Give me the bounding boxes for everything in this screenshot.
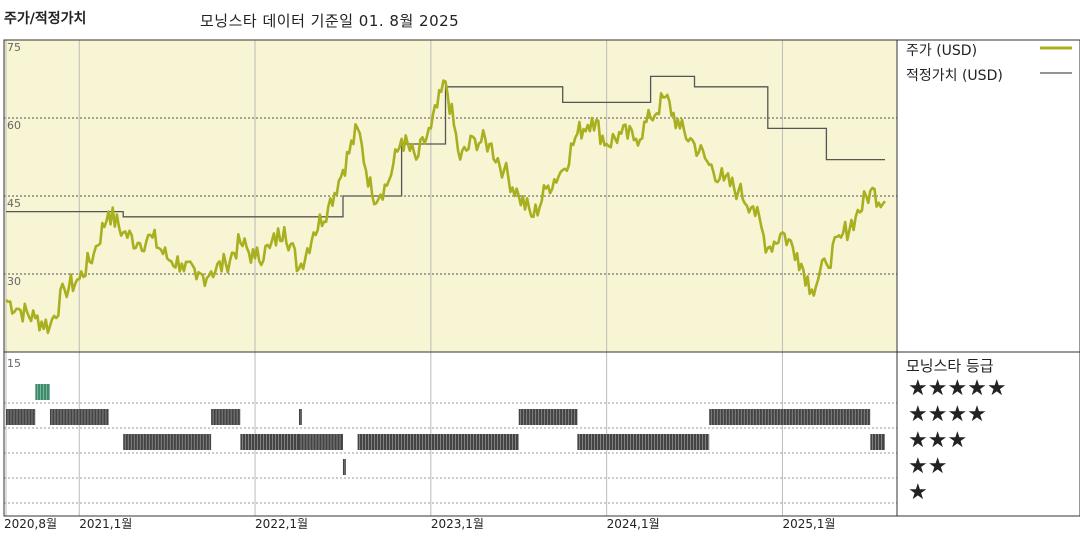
rating-segment-bar — [709, 409, 871, 425]
rating-segment-bar — [299, 434, 343, 450]
legend-4-stars: ★★★★ — [908, 402, 987, 427]
rating-segment-bar — [577, 434, 710, 450]
rating-segment-4-star — [299, 409, 302, 425]
legend-1-star: ★ — [908, 480, 928, 505]
rating-segment-4-star — [709, 409, 871, 425]
chart-frame — [3, 39, 1080, 517]
data-date-caption: 모닝스타 데이터 기준일 01. 8월 2025 — [200, 12, 460, 30]
rating-axis-label: 15 — [7, 357, 21, 370]
rating-segment-3-star — [577, 434, 710, 450]
legend-3-stars: ★★★ — [908, 428, 968, 453]
rating-segment-bar — [357, 434, 519, 450]
rating-segment-2-star — [342, 459, 346, 475]
x-tick-label: 2025,1월 — [782, 517, 835, 531]
rating-segment-4-star — [518, 409, 578, 425]
rating-segment-4-star — [211, 409, 241, 425]
x-tick-label: 2024,1월 — [607, 517, 660, 531]
fair-value-series-line — [6, 75, 885, 218]
rating-segment-5-star — [35, 384, 50, 400]
x-axis-tick-labels: 2020,8월 2021,1월 2022,1월 2023,1월 2024,1월 2025,… — [4, 517, 835, 531]
x-tick-label: 2020,8월 — [4, 517, 57, 531]
y-tick-label: 75 — [7, 41, 21, 54]
y-tick-label: 30 — [7, 275, 21, 288]
rating-segment-3-star — [240, 434, 299, 450]
legend-price-label: 주가 (USD) — [906, 43, 978, 59]
legend-5-stars: ★★★★★ — [908, 376, 1007, 401]
x-tick-label: 2023,1월 — [431, 517, 484, 531]
rating-segment-3-star — [123, 434, 212, 450]
rating-segment-bar — [342, 459, 346, 475]
y-tick-label: 60 — [7, 119, 21, 132]
rating-segment-bar — [6, 409, 36, 425]
legend-fair-value-label: 적정가치 (USD) — [906, 68, 1003, 84]
x-tick-label: 2021,1월 — [79, 517, 132, 531]
y-axis-tick-labels: 75 60 45 30 15 — [7, 41, 21, 370]
rating-segment-bar — [211, 409, 241, 425]
rating-segment-3-star — [870, 434, 885, 450]
chart-title: 주가/적정가치 — [4, 11, 87, 27]
x-tick-label: 2022,1월 — [255, 517, 308, 531]
rating-segment-bar — [299, 409, 302, 425]
price-series-line — [5, 79, 887, 335]
legend-2-stars: ★★ — [908, 454, 948, 479]
rating-segment-3-star — [299, 434, 343, 450]
legend-rating-title: 모닝스타 등급 — [906, 357, 994, 375]
rating-segment-4-star — [49, 409, 109, 425]
rating-segment-4-star — [6, 409, 36, 425]
rating-history-bars — [6, 384, 885, 475]
y-tick-label: 45 — [7, 197, 21, 210]
rating-segment-3-star — [357, 434, 519, 450]
